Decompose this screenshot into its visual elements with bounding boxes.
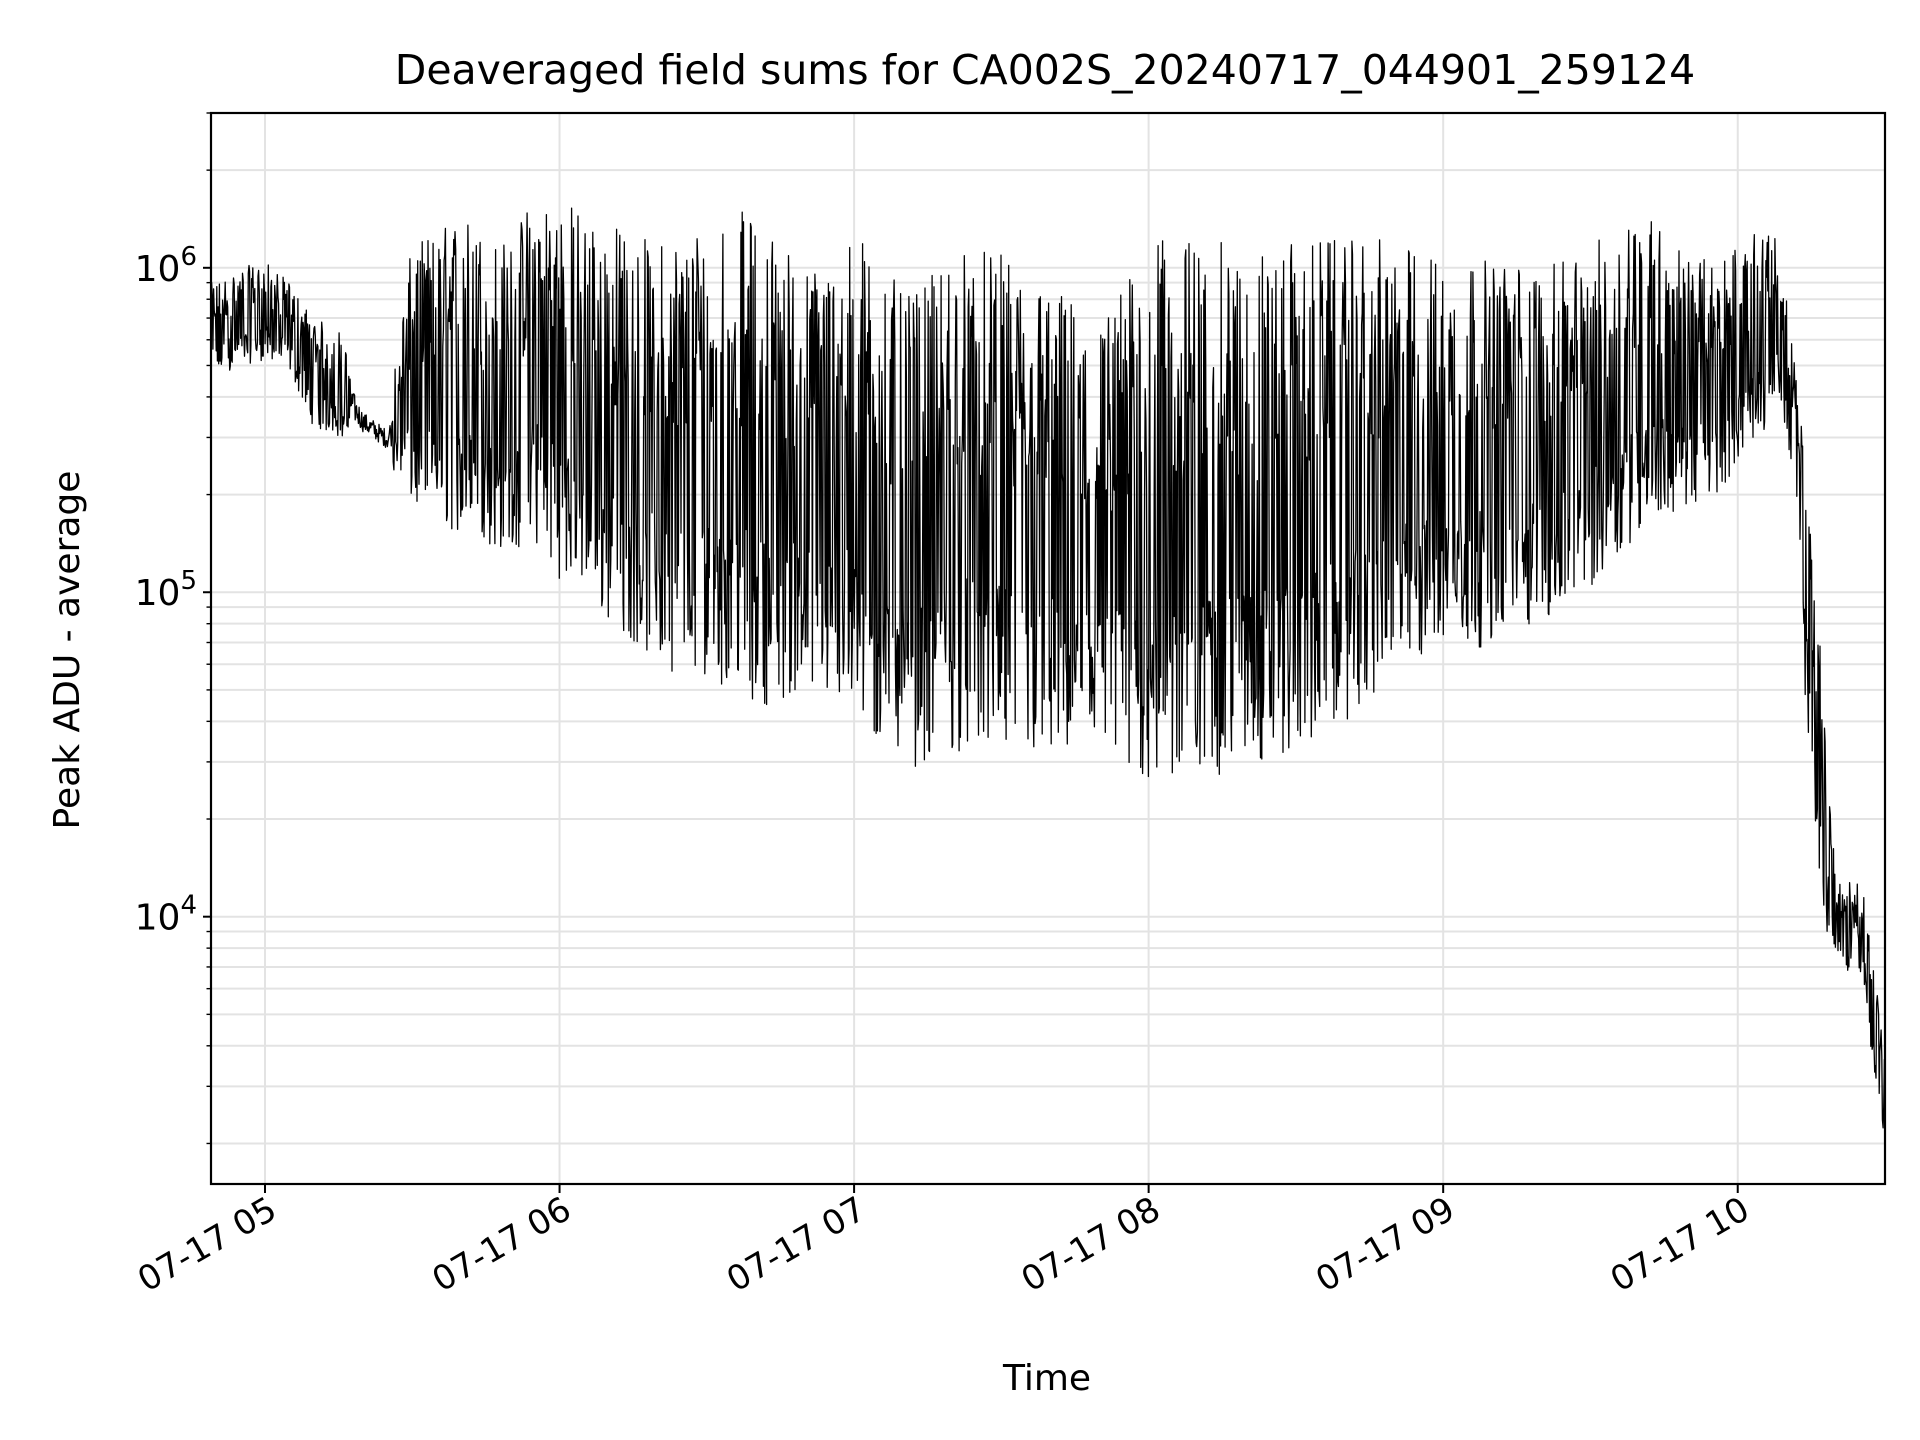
y-tick-label: 104 [135, 891, 197, 939]
chart-title: Deaveraged field sums for CA002S_2024071… [395, 46, 1695, 94]
y-axis: 104 105 106 [135, 112, 211, 1145]
x-tick-label: 07-17 05 [131, 1189, 283, 1300]
x-tick-label: 07-17 10 [1604, 1189, 1756, 1300]
y-tick-label: 106 [135, 242, 197, 290]
x-tick-label: 07-17 07 [720, 1189, 872, 1300]
x-tick-label: 07-17 09 [1309, 1189, 1461, 1300]
plot-frame [209, 111, 1887, 1186]
x-tick-label: 07-17 06 [426, 1189, 578, 1300]
x-tick-label: 07-17 08 [1015, 1189, 1167, 1300]
y-axis-label: Peak ADU - average [47, 471, 88, 830]
data-series [210, 207, 1886, 1129]
y-tick-label: 105 [135, 566, 197, 614]
series-line [210, 207, 1886, 1129]
x-axis-label: Time [1002, 1358, 1091, 1399]
x-axis: 07-17 05 07-17 06 07-17 07 07-17 08 07-17 09… [131, 1184, 1756, 1300]
